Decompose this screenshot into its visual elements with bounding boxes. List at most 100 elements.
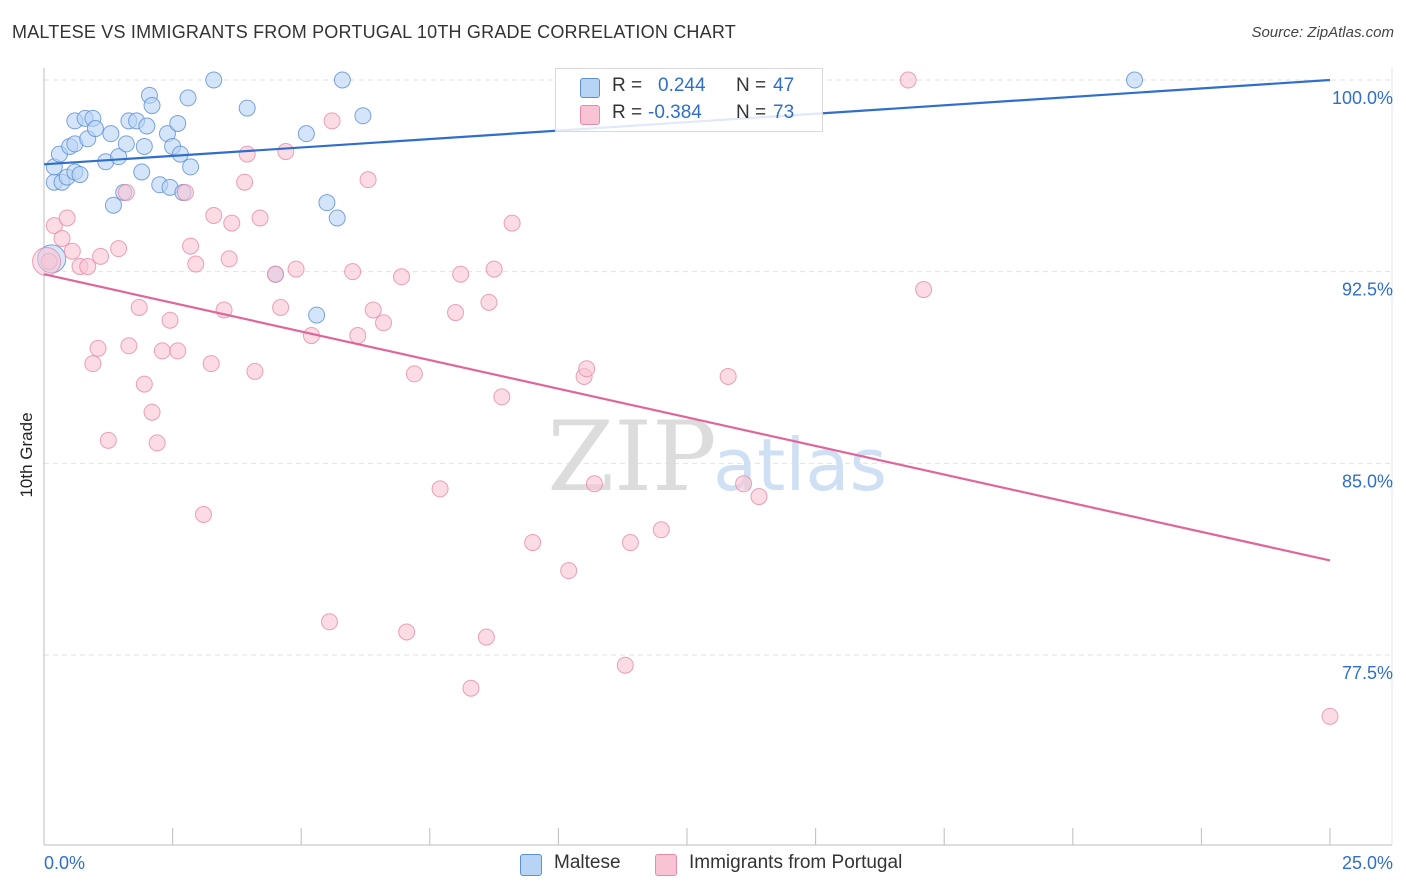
portugal-point (899, 71, 917, 89)
portugal-point (287, 260, 305, 278)
portugal-point (32, 246, 62, 276)
bottom-legend-swatch-maltese (520, 854, 542, 876)
legend-swatch-portugal (580, 105, 600, 125)
portugal-point (205, 206, 223, 224)
portugal-point (194, 505, 212, 523)
maltese-point (102, 125, 120, 143)
portugal-point (652, 521, 670, 539)
portugal-point (405, 365, 423, 383)
maltese-point (354, 107, 372, 125)
portugal-point (120, 337, 138, 355)
portugal-point (148, 434, 166, 452)
x-tick-label-min: 0.0% (44, 853, 85, 873)
portugal-point (915, 281, 933, 299)
portugal-point (503, 214, 521, 232)
maltese-point (104, 196, 122, 214)
portugal-point (246, 362, 264, 380)
chart-title: MALTESE VS IMMIGRANTS FROM PORTUGAL 10TH… (12, 22, 736, 42)
portugal-point (187, 255, 205, 273)
portugal-point (63, 242, 81, 260)
portugal-point (585, 475, 603, 493)
portugal-point (92, 247, 110, 265)
portugal-point (266, 265, 284, 283)
y-tick-label: 100.0% (1332, 88, 1393, 108)
portugal-point (493, 388, 511, 406)
data-points (32, 71, 1339, 725)
portugal-point (220, 250, 238, 268)
portugal-point (84, 355, 102, 373)
portugal-point (750, 488, 768, 506)
maltese-point (297, 125, 315, 143)
portugal-point (349, 327, 367, 345)
portugal-point (398, 623, 416, 641)
portugal-point (1321, 707, 1339, 725)
portugal-point (117, 183, 135, 201)
legend-r-label: R = (612, 75, 643, 96)
portugal-point (176, 183, 194, 201)
portugal-point (45, 217, 63, 235)
portugal-point (238, 145, 256, 163)
legend-r-value: 0.244 (658, 75, 706, 96)
portugal-point (272, 298, 290, 316)
portugal-point (202, 355, 220, 373)
portugal-point (452, 265, 470, 283)
portugal-point (364, 301, 382, 319)
maltese-point (238, 99, 256, 117)
portugal-point (99, 431, 117, 449)
portugal-point (153, 342, 171, 360)
portugal-point (719, 367, 737, 385)
portugal-point (277, 143, 295, 161)
maltese-point (138, 117, 156, 135)
maltese-point (328, 209, 346, 227)
bottom-legend-swatch-portugal (655, 854, 677, 876)
portugal-point (344, 263, 362, 281)
portugal-point (236, 173, 254, 191)
watermark-zip: ZIP (547, 401, 716, 513)
portugal-point (58, 209, 76, 227)
portugal-point (621, 534, 639, 552)
maltese-point (71, 166, 89, 184)
legend-n-value: 47 (773, 75, 795, 96)
correlation-legend: R = 0.244 N = 47 R = -0.384 N = 73 (555, 68, 823, 132)
bottom-legend-label-maltese: Maltese (554, 852, 621, 873)
portugal-point (375, 314, 393, 332)
portugal-point (135, 375, 153, 393)
legend-r-label: R = (612, 102, 643, 123)
legend-n-value: 73 (773, 102, 795, 123)
portugal-point (182, 237, 200, 255)
portugal-point (320, 613, 338, 631)
source-label: Source: ZipAtlas.com (1251, 24, 1394, 41)
portugal-point (393, 268, 411, 286)
portugal-point (143, 403, 161, 421)
portugal-point (161, 311, 179, 329)
maltese-point (169, 114, 187, 132)
maltese-point (133, 163, 151, 181)
portugal-point (130, 298, 148, 316)
portugal-point (79, 258, 97, 276)
portugal-point (485, 260, 503, 278)
watermark-atlas: atlas (713, 423, 887, 507)
bottom-legend-label-portugal: Immigrants from Portugal (689, 852, 903, 873)
maltese-point (1126, 71, 1144, 89)
portugal-point (89, 339, 107, 357)
portugal-point (578, 360, 596, 378)
maltese-point (179, 89, 197, 107)
portugal-point (110, 240, 128, 258)
portugal-point (251, 209, 269, 227)
portugal-point (53, 229, 71, 247)
portugal-point (447, 304, 465, 322)
maltese-point (135, 137, 153, 155)
tick-labels: 100.0% 92.5% 85.0% 77.5% 0.0% 25.0% (44, 88, 1393, 873)
portugal-point (223, 214, 241, 232)
axes (43, 68, 1392, 846)
maltese-point (205, 71, 223, 89)
portugal-point (323, 112, 341, 130)
maltese-point (318, 194, 336, 212)
portugal-point (169, 342, 187, 360)
portugal-point (616, 656, 634, 674)
portugal-point (480, 293, 498, 311)
portugal-point (477, 628, 495, 646)
legend-n-label: N = (736, 102, 767, 123)
portugal-point (560, 562, 578, 580)
